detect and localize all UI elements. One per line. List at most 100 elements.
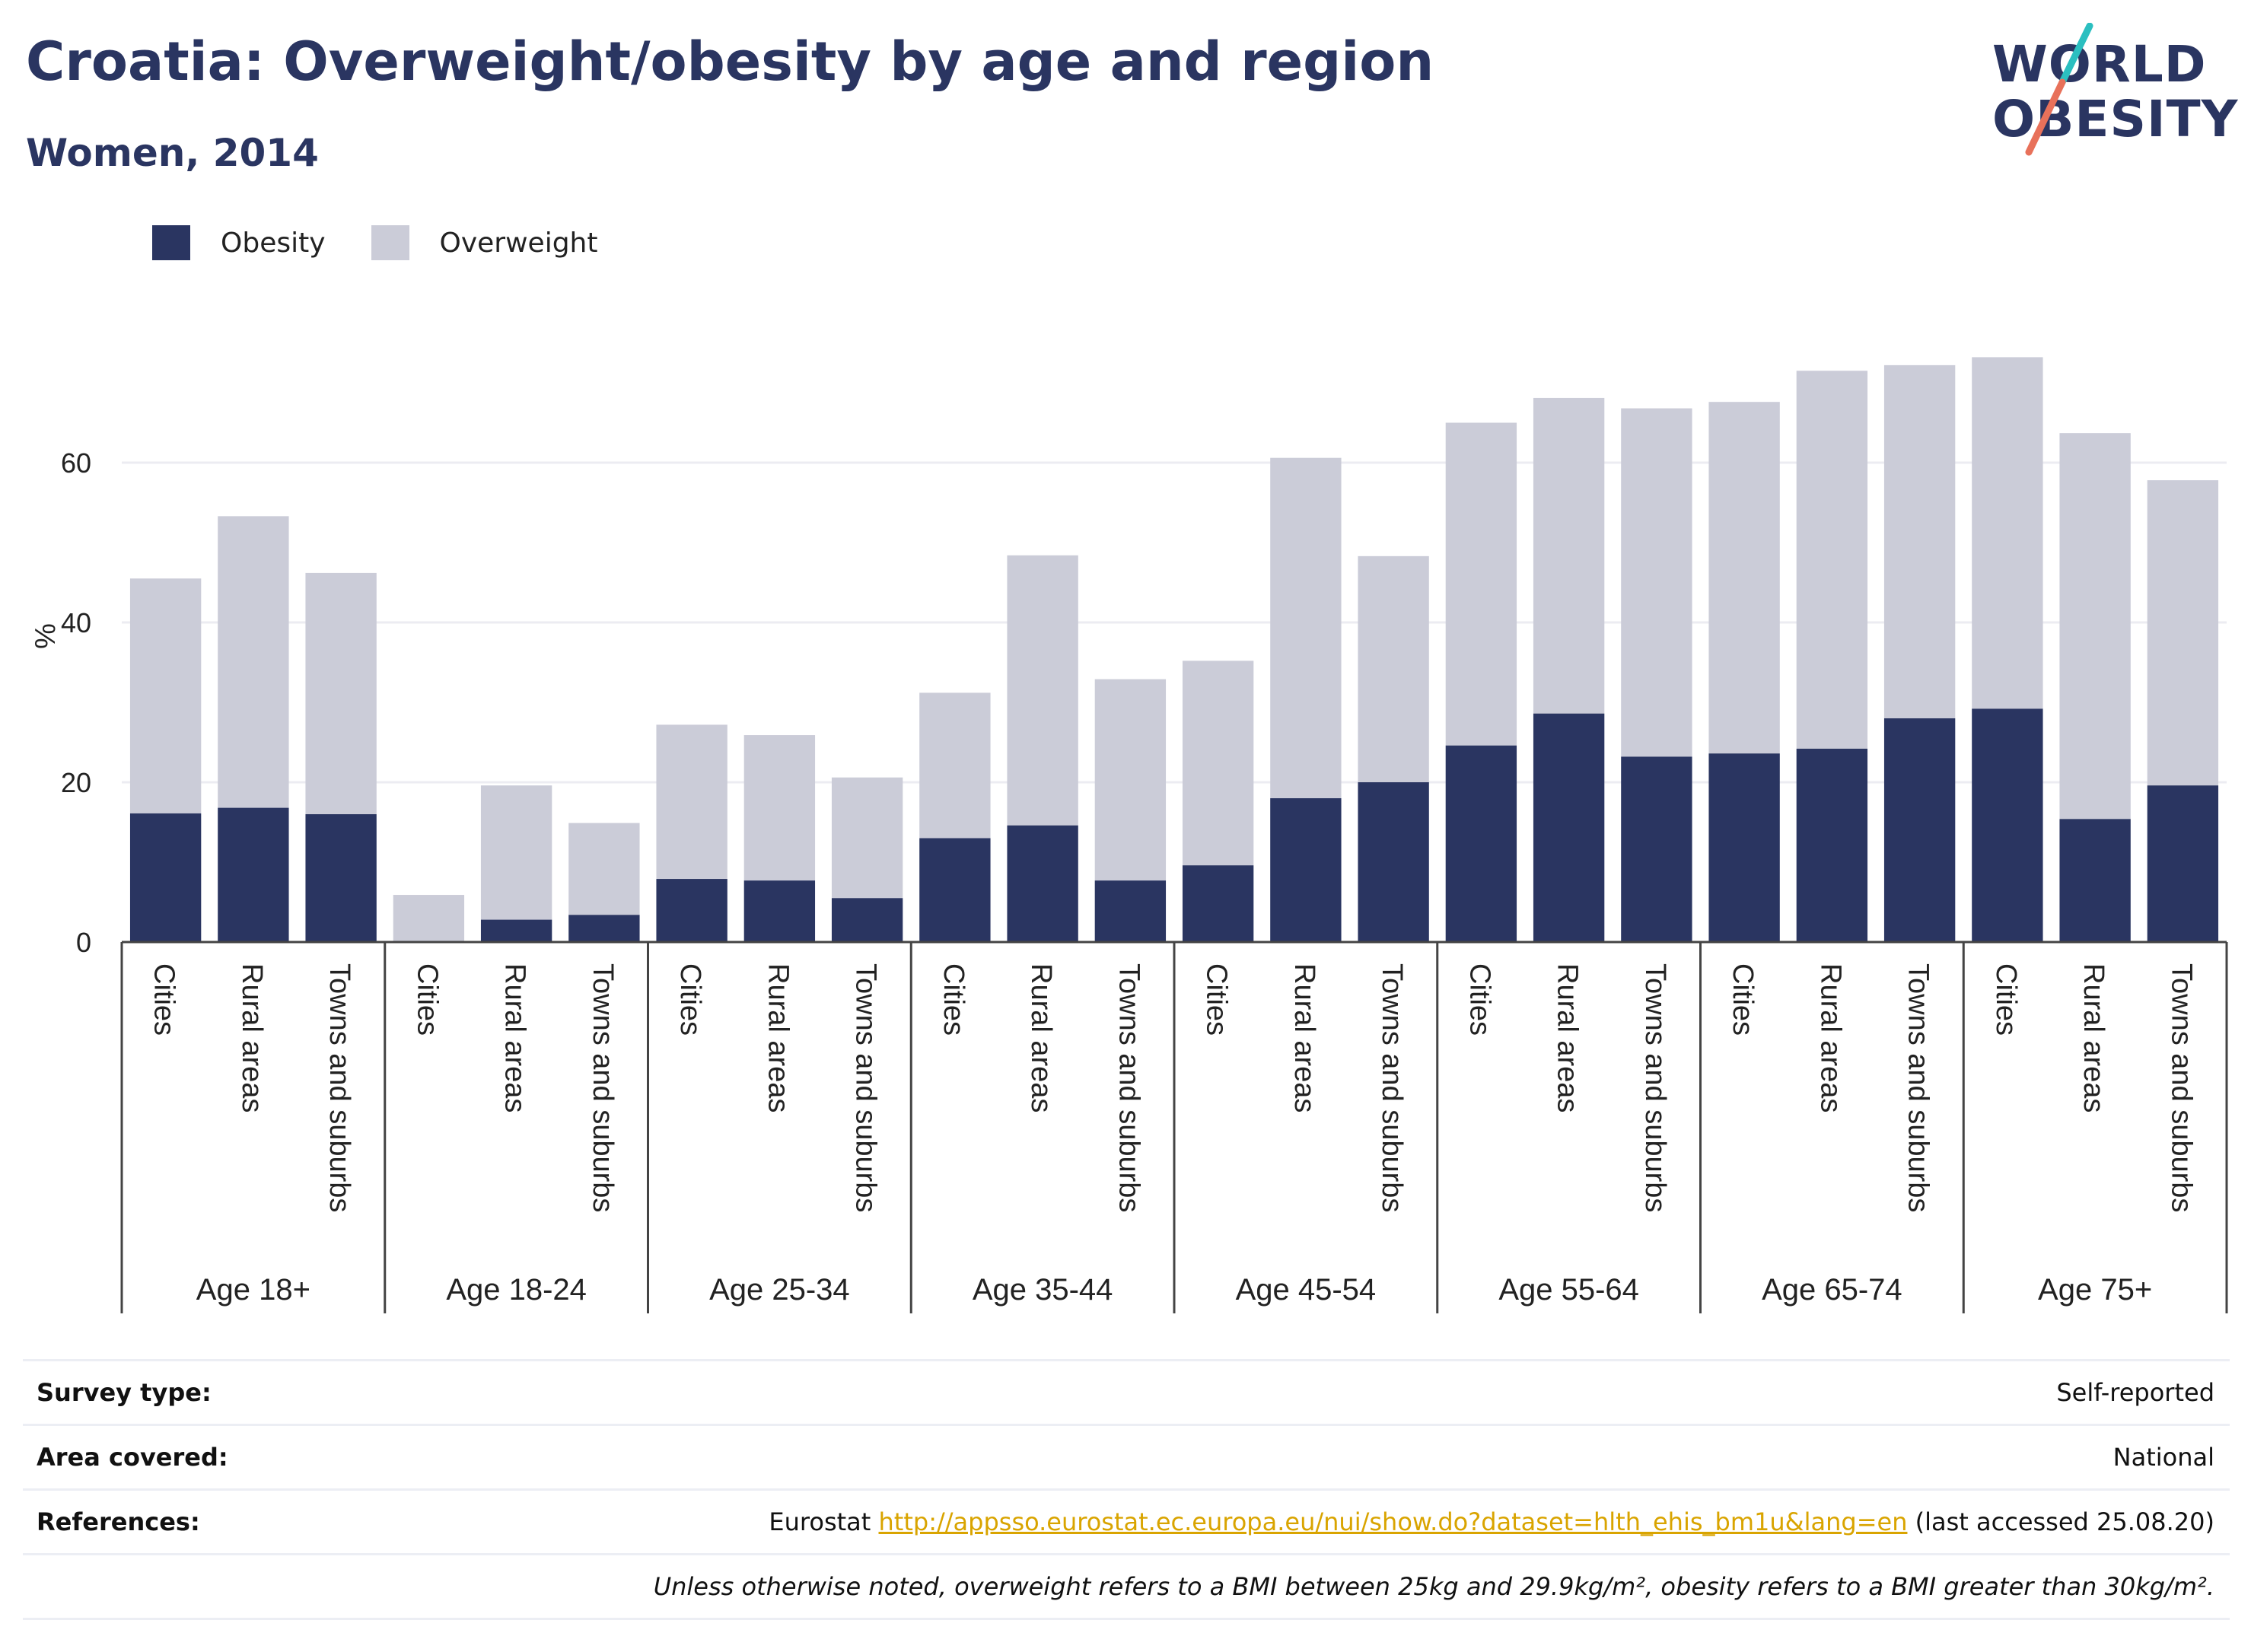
bar-overweight: [2147, 480, 2219, 786]
bar-obesity: [1972, 708, 2043, 942]
logo-slash-icon: [2025, 23, 2093, 156]
bar-obesity: [1094, 880, 1167, 942]
bar-obesity: [1445, 745, 1517, 942]
footer-row-references: References: Eurostat http://appsso.euros…: [23, 1488, 2230, 1553]
bmi-definition-note: Unless otherwise noted, overweight refer…: [653, 1572, 2214, 1601]
y-tick-label: 40: [61, 607, 91, 638]
bar-overweight: [568, 823, 640, 915]
bar-overweight: [656, 724, 728, 880]
survey-type-value: Self-reported: [2056, 1378, 2214, 1407]
y-tick-label: 20: [61, 767, 91, 798]
chart-subtitle: Women, 2014: [26, 131, 319, 175]
survey-type-label: Survey type:: [37, 1378, 212, 1407]
bar-overweight: [1445, 422, 1517, 746]
bar-overweight: [1358, 555, 1429, 782]
x-tick-label: Rural areas: [1552, 963, 1584, 1112]
bar-overweight: [1182, 660, 1254, 866]
references-accessed: (last accessed 25.08.20): [1907, 1507, 2214, 1536]
legend-label-obesity: Obesity: [221, 227, 326, 259]
chart-legend: Obesity Overweight: [152, 225, 643, 260]
x-tick-label: Towns and suburbs: [1902, 963, 1934, 1212]
x-tick-label: Towns and suburbs: [587, 963, 619, 1212]
legend-item-obesity[interactable]: Obesity: [152, 225, 326, 260]
y-axis-label: %: [30, 623, 62, 649]
bar-overweight: [305, 572, 377, 814]
stacked-bar-chart: 0 20 40 60% Cities Rural areas Towns and subur…: [30, 357, 2228, 1313]
bar-overweight: [1972, 357, 2043, 709]
legend-swatch-overweight: [371, 225, 409, 260]
x-tick-label: Cities: [674, 963, 706, 1036]
group-label: Age 25-34: [709, 1273, 850, 1307]
bar-obesity: [1182, 865, 1254, 942]
logo-text-world: WORLD: [1992, 35, 2207, 94]
x-tick-label: Cities: [1201, 963, 1233, 1036]
bar-obesity: [1533, 713, 1605, 942]
bar-overweight: [831, 777, 903, 899]
x-tick-label: Cities: [1463, 963, 1495, 1036]
x-tick-label: Rural areas: [1025, 963, 1057, 1112]
y-tick-label: 60: [61, 447, 91, 479]
x-tick-label: Rural areas: [499, 963, 531, 1112]
bar-obesity: [1796, 748, 1868, 942]
bar-overweight: [743, 735, 816, 881]
group-label: Age 65-74: [1762, 1273, 1902, 1307]
bar-obesity: [2147, 785, 2219, 942]
x-tick-label: Towns and suburbs: [1113, 963, 1145, 1212]
bar-overweight: [1007, 555, 1078, 826]
legend-label-overweight: Overweight: [439, 227, 598, 259]
x-tick-label: Towns and suburbs: [323, 963, 355, 1212]
footer-row-area-covered: Area covered: National: [23, 1424, 2230, 1488]
bar-overweight: [1270, 457, 1342, 798]
x-tick-label: Rural areas: [1288, 963, 1320, 1112]
bar-obesity: [919, 838, 991, 942]
x-tick-label: Rural areas: [1814, 963, 1846, 1112]
references-label: References:: [37, 1507, 200, 1536]
bar-obesity: [1270, 798, 1342, 942]
bar-overweight: [1621, 408, 1692, 757]
y-tick-label: 0: [76, 927, 91, 958]
references-source: Eurostat: [769, 1507, 879, 1536]
group-label: Age 55-64: [1498, 1273, 1639, 1307]
x-tick-label: Rural areas: [762, 963, 794, 1112]
bar-overweight: [1708, 402, 1780, 754]
x-tick-label: Cities: [938, 963, 969, 1036]
bar-obesity: [1621, 756, 1692, 942]
x-tick-label: Towns and suburbs: [1376, 963, 1408, 1212]
legend-item-overweight[interactable]: Overweight: [371, 225, 598, 260]
bar-overweight: [1533, 397, 1605, 714]
area-covered-label: Area covered:: [37, 1443, 228, 1472]
bar-obesity: [480, 919, 552, 942]
x-tick-label: Rural areas: [2077, 963, 2109, 1112]
bar-obesity: [218, 807, 289, 942]
bar-obesity: [1358, 782, 1429, 942]
group-label: Age 35-44: [973, 1273, 1113, 1307]
bar-obesity: [129, 813, 202, 942]
bar-overweight: [393, 895, 465, 942]
x-tick-label: Cities: [411, 963, 443, 1036]
chart-title: Croatia: Overweight/obesity by age and r…: [26, 30, 1434, 93]
group-label: Age 45-54: [1236, 1273, 1377, 1307]
footer-row-note: Unless otherwise noted, overweight refer…: [23, 1553, 2230, 1620]
x-tick-label: Towns and suburbs: [2165, 963, 2197, 1212]
x-tick-label: Towns and suburbs: [1639, 963, 1671, 1212]
bar-obesity: [305, 814, 377, 942]
legend-swatch-obesity: [152, 225, 190, 260]
x-tick-label: Cities: [1727, 963, 1759, 1036]
bar-obesity: [831, 898, 903, 942]
area-covered-value: National: [2113, 1443, 2214, 1472]
bar-overweight: [2059, 433, 2131, 820]
bar-overweight: [129, 578, 202, 813]
x-tick-label: Rural areas: [236, 963, 268, 1112]
group-label: Age 75+: [2038, 1273, 2152, 1307]
bar-obesity: [1883, 718, 1956, 942]
x-tick-label: Towns and suburbs: [850, 963, 882, 1212]
footer-row-survey-type: Survey type: Self-reported: [23, 1359, 2230, 1424]
bar-overweight: [919, 692, 991, 839]
bar-overweight: [1796, 371, 1868, 749]
bar-obesity: [743, 880, 816, 942]
references-link[interactable]: http://appsso.eurostat.ec.europa.eu/nui/…: [878, 1507, 1908, 1536]
bar-obesity: [1708, 753, 1780, 942]
bar-overweight: [1883, 364, 1956, 718]
references-value: Eurostat http://appsso.eurostat.ec.europ…: [769, 1507, 2214, 1536]
group-label: Age 18+: [196, 1273, 310, 1307]
